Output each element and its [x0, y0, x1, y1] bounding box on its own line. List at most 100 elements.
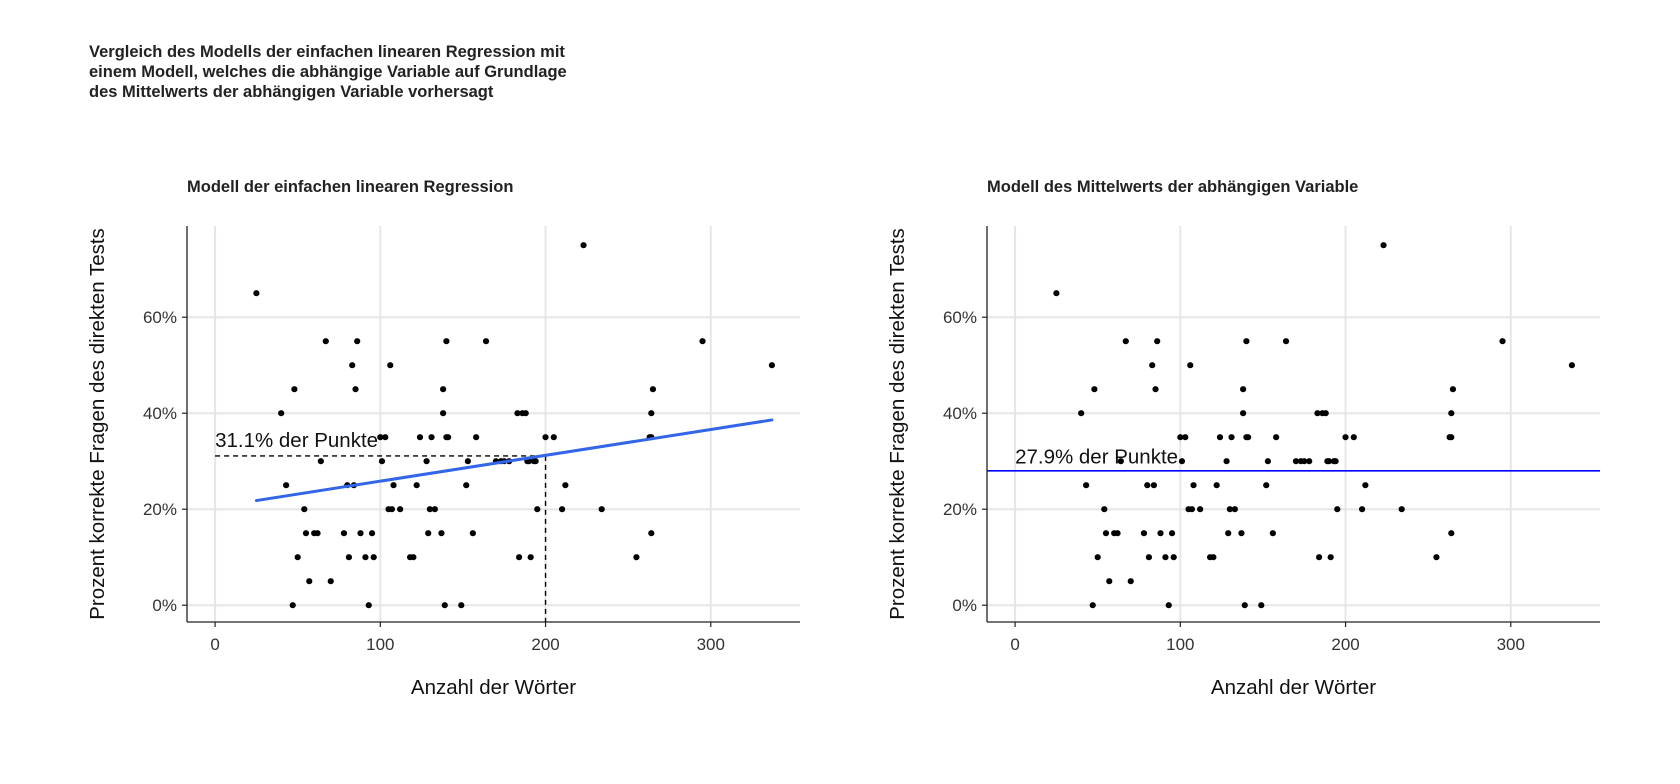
data-point: [1170, 554, 1177, 561]
data-point: [1140, 530, 1148, 537]
data-point: [580, 242, 587, 249]
figure-title-line-1: Vergleich des Modells der einfachen line…: [89, 43, 565, 61]
data-point: [1238, 530, 1245, 537]
data-point: [387, 362, 394, 369]
data-point: [633, 554, 640, 561]
data-point: [1240, 410, 1247, 417]
data-point: [1240, 386, 1247, 393]
data-point: [382, 434, 389, 441]
data-point: [1241, 602, 1248, 609]
data-point: [291, 386, 298, 393]
y-tick-label: 40%: [943, 404, 977, 423]
data-point: [1053, 290, 1060, 297]
data-point: [1178, 458, 1186, 465]
data-point: [1213, 482, 1220, 489]
data-point: [473, 434, 480, 441]
data-point: [1127, 578, 1134, 585]
data-point: [1165, 602, 1172, 609]
data-point: [648, 410, 655, 417]
data-point: [1187, 362, 1194, 369]
data-point: [410, 554, 417, 561]
data-point: [349, 362, 356, 369]
data-point: [1177, 434, 1184, 441]
data-point: [425, 530, 432, 537]
data-point: [1316, 554, 1323, 561]
data-point: [522, 410, 529, 417]
data-point: [1228, 434, 1235, 441]
x-tick-label: 0: [210, 635, 219, 654]
regression-line: [254, 418, 774, 503]
data-point: [1332, 458, 1339, 465]
data-point: [1362, 482, 1369, 489]
data-point: [413, 482, 420, 489]
data-point: [1433, 554, 1440, 561]
data-point: [1448, 434, 1455, 441]
data-point: [1269, 530, 1276, 537]
data-point: [458, 602, 465, 609]
data-point: [542, 434, 549, 441]
data-point: [558, 506, 566, 513]
data-point: [463, 482, 470, 489]
data-point: [1114, 530, 1121, 537]
data-point: [362, 554, 369, 561]
data-point: [1210, 554, 1217, 561]
data-point: [534, 506, 541, 513]
x-tick-label: 200: [531, 635, 559, 654]
x-axis-label: Anzahl der Wörter: [411, 676, 576, 699]
data-point: [1314, 410, 1321, 417]
data-point: [440, 410, 447, 417]
data-point: [378, 458, 386, 465]
data-point: [1089, 602, 1096, 609]
panel-regression: 0 100 200 300 0% 20% 40% 60% Modell der einfache…: [86, 178, 800, 699]
panel-mean: 0 100 200 300 0% 20% 40% 60% Modell des Mittelwe…: [886, 178, 1600, 699]
data-point: [1225, 530, 1232, 537]
data-point: [365, 602, 372, 609]
data-point: [294, 554, 301, 561]
y-tick-label: 20%: [943, 500, 977, 519]
data-point: [327, 578, 334, 585]
data-point: [1292, 458, 1300, 465]
data-point: [1244, 434, 1252, 441]
annotation-label: 27.9% der Punkte: [1015, 446, 1178, 469]
data-point: [768, 362, 776, 369]
data-point: [388, 506, 395, 513]
data-point: [444, 434, 452, 441]
x-tick-label: 0: [1010, 635, 1019, 654]
data-point: [1083, 482, 1090, 489]
data-point: [253, 290, 260, 297]
data-point: [441, 602, 448, 609]
data-point: [1398, 506, 1405, 513]
data-point: [1157, 530, 1164, 537]
data-point: [1122, 338, 1129, 345]
data-point: [1342, 434, 1349, 441]
data-point: [514, 410, 521, 417]
data-point: [1448, 410, 1455, 417]
data-point: [562, 482, 569, 489]
data-point: [428, 434, 435, 441]
data-point: [322, 338, 329, 345]
data-point: [370, 554, 377, 561]
data-point: [1101, 506, 1108, 513]
data-point: [306, 578, 313, 585]
data-point: [1078, 410, 1085, 417]
y-tick-label: 0%: [952, 596, 977, 615]
x-tick-label: 100: [366, 635, 394, 654]
data-point: [1334, 506, 1341, 513]
data-point: [1154, 338, 1161, 345]
data-point: [426, 506, 433, 513]
data-point: [1102, 530, 1110, 537]
data-point: [1282, 338, 1290, 345]
data-point: [1150, 482, 1157, 489]
data-point: [1258, 602, 1265, 609]
data-point: [289, 602, 296, 609]
data-point: [1226, 506, 1233, 513]
data-point: [482, 338, 490, 345]
y-axis-label: Prozent korrekte Fragen des direkten Tes…: [86, 228, 109, 620]
data-point: [1117, 458, 1124, 465]
data-point: [1301, 458, 1308, 465]
data-point: [1568, 362, 1576, 369]
x-axis-label: Anzahl der Wörter: [1211, 676, 1376, 699]
data-point: [377, 434, 384, 441]
data-point: [1350, 434, 1357, 441]
